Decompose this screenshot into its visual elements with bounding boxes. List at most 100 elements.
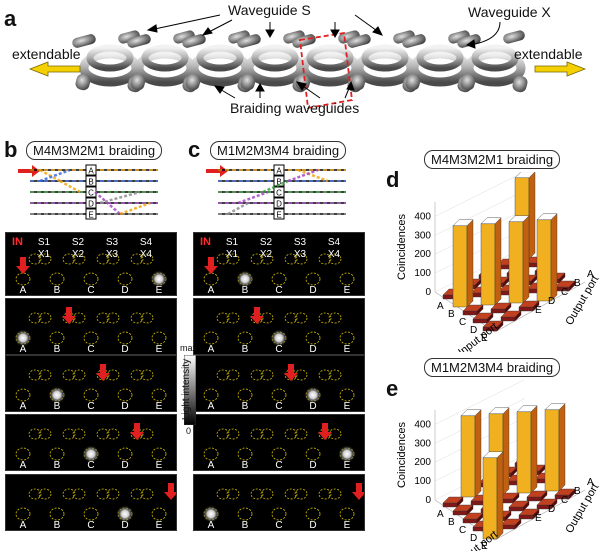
input-port-tick: B: [448, 517, 455, 528]
s-waveguide-marker: [96, 428, 110, 440]
light-spot: [14, 329, 32, 347]
x-waveguide-marker: [38, 488, 52, 500]
x-waveguide-marker: [140, 428, 154, 440]
port-label: D: [121, 460, 128, 470]
x-waveguide-marker: [106, 312, 120, 324]
light-spot: [236, 270, 254, 288]
port-label: D: [309, 460, 316, 470]
port-label: B: [54, 401, 61, 411]
input-port-tick: D: [470, 533, 477, 544]
braid-path: [297, 168, 329, 183]
port-waveguide-marker: [117, 388, 133, 402]
port-waveguide-marker: [339, 272, 355, 286]
panel-a-letter: a: [4, 6, 17, 31]
input-port-tick: A: [437, 301, 444, 312]
braid-path: [39, 168, 61, 183]
port-waveguide-marker: [271, 447, 287, 461]
s-site-label: S1: [38, 237, 51, 248]
output-port-tick: A: [587, 269, 594, 280]
intensity-image-panel: A B C D E: [193, 298, 365, 355]
x-waveguide-marker: [72, 369, 86, 381]
output-port-tick: C: [561, 495, 568, 506]
x-waveguide-marker: [328, 312, 342, 324]
port-waveguide-marker: [339, 507, 355, 521]
coincidence-bar: [518, 300, 540, 312]
s-site-label: S3: [294, 237, 307, 248]
coincidence-bar: [480, 217, 502, 306]
port-label: A: [20, 285, 27, 295]
output-port-tick: D: [548, 296, 555, 307]
s-waveguide-marker: [28, 369, 42, 381]
braid-path: [94, 191, 121, 215]
port-waveguide-marker: [83, 388, 99, 402]
extendable-left-label: extendable: [12, 46, 81, 62]
panel-b-letter: b: [4, 137, 18, 162]
x-waveguide-marker: [140, 488, 154, 500]
braid-path: [59, 179, 81, 194]
x-site-label: X2: [260, 249, 273, 260]
port-label: E: [344, 344, 351, 354]
port-box: [273, 197, 285, 209]
braid-path: [39, 168, 71, 183]
y-tick-label: 300: [414, 438, 431, 449]
port-waveguide-marker: [151, 447, 167, 461]
intensity-image: A B C D E: [15, 483, 178, 531]
braid-path: [262, 179, 289, 194]
panel-e-title: M1M2M3M4 braiding: [424, 358, 561, 377]
input-port-tick: E: [481, 541, 488, 551]
port-waveguide-marker: [339, 331, 355, 345]
s-waveguide-marker: [96, 488, 110, 500]
intensity-image-panel: A B C D E: [5, 474, 178, 531]
s-waveguide-marker: [130, 253, 144, 265]
s-waveguide-marker: [28, 253, 42, 265]
port-box: [273, 164, 285, 176]
waveguide-unit: [457, 30, 528, 93]
port-label: D: [309, 401, 316, 411]
port-label: D: [309, 285, 316, 295]
port-label: A: [20, 520, 27, 530]
port-waveguide-marker: [271, 388, 287, 402]
s-waveguide-marker: [284, 428, 298, 440]
x-waveguide-marker: [38, 369, 52, 381]
s-waveguide-marker: [318, 488, 332, 500]
port-waveguide-marker: [83, 331, 99, 345]
x-waveguide-marker: [106, 488, 120, 500]
port-label: E: [156, 520, 163, 530]
intensity-colorbar: [184, 355, 196, 425]
braid-path: [237, 190, 269, 205]
port-label: E: [156, 460, 163, 470]
input-port-tick: D: [470, 325, 477, 336]
output-port-tick: D: [548, 504, 555, 515]
intensity-image-panel: A B C D E: [5, 355, 177, 412]
y-tick-label: 300: [414, 230, 431, 241]
port-waveguide-marker: [117, 447, 133, 461]
port-label: B: [54, 285, 61, 295]
port-label: D: [309, 344, 316, 354]
panel-e-letter: e: [386, 376, 399, 401]
intensity-image: A B C D E: [203, 423, 356, 471]
port-waveguide-marker: [15, 507, 31, 521]
port-waveguide-marker: [203, 447, 219, 461]
x-waveguide-marker: [294, 369, 308, 381]
port-label: B: [242, 520, 249, 530]
port-label: E: [156, 285, 163, 295]
s-waveguide-marker: [284, 488, 298, 500]
direction-arrow-icon: [18, 165, 40, 177]
port-waveguide-marker: [49, 507, 65, 521]
port-waveguide-marker: [237, 388, 253, 402]
x-waveguide-marker: [38, 428, 52, 440]
x-waveguide-marker: [106, 253, 120, 265]
port-label: E: [344, 285, 351, 295]
port-waveguide-marker: [237, 507, 253, 521]
colorbar-max-label: max: [180, 343, 198, 353]
port-box: [85, 164, 97, 176]
coincidence-bar: [500, 310, 522, 322]
x-waveguide-marker: [38, 253, 52, 265]
s-waveguide-marker: [216, 428, 230, 440]
s-site-label: S4: [140, 237, 153, 248]
port-label: E: [156, 401, 163, 411]
input-arrow-icon: [250, 307, 264, 324]
s-waveguide-marker: [250, 488, 264, 500]
